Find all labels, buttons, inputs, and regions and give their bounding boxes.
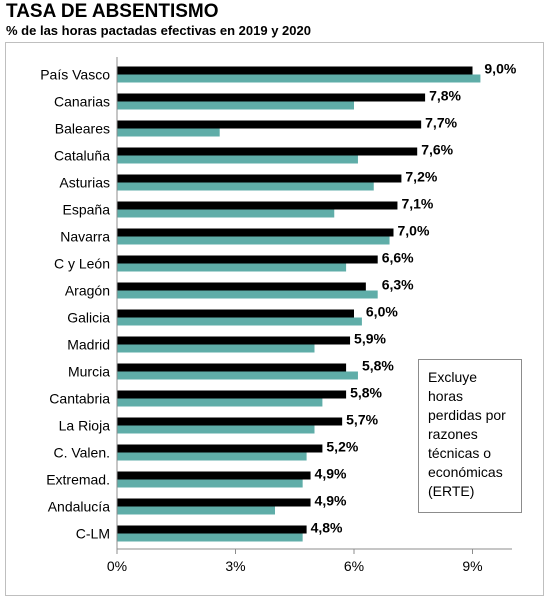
note-box: Excluye horas perdidas por razones técni… [418, 359, 522, 513]
bar-2020 [117, 120, 422, 129]
category-label: Murcia [68, 364, 110, 380]
x-tick-label: 6% [344, 558, 364, 574]
bar-2020 [117, 66, 473, 75]
x-tick-label: 0% [107, 558, 127, 574]
bar-2020 [117, 174, 402, 183]
chart-title: TASA DE ABSENTISMO [6, 1, 219, 22]
bar-2020 [117, 147, 418, 156]
data-label: 6,0% [366, 304, 398, 320]
bar-2020 [117, 309, 354, 318]
category-label: España [63, 202, 111, 218]
category-label: Galicia [67, 310, 110, 326]
bar-2020 [117, 444, 323, 453]
bar-2020 [117, 390, 347, 399]
data-label: 5,2% [326, 439, 358, 455]
bar-2020 [117, 336, 351, 345]
category-label: Canarias [54, 94, 110, 110]
category-label: Madrid [67, 337, 110, 353]
category-label: Andalucía [48, 499, 110, 515]
bar-2019 [117, 452, 307, 461]
bar-2020 [117, 228, 394, 237]
data-label: 4,8% [311, 520, 343, 536]
bar-2019 [117, 371, 358, 380]
x-tick-label: 3% [225, 558, 245, 574]
category-label: Aragón [65, 283, 110, 299]
bar-2019 [117, 236, 390, 245]
bar-2020 [117, 363, 347, 372]
category-label: Asturias [59, 175, 110, 191]
data-label: 5,8% [362, 358, 394, 374]
bar-2019 [117, 344, 315, 353]
x-tick-label: 9% [462, 558, 482, 574]
bar-2019 [117, 533, 303, 542]
bar-2020 [117, 471, 311, 480]
category-label: C y León [54, 256, 110, 272]
category-label: Extremad. [46, 472, 110, 488]
bar-2020 [117, 93, 426, 102]
bar-2020 [117, 417, 343, 426]
bar-2019 [117, 398, 323, 407]
bar-2019 [117, 182, 374, 191]
category-label: Navarra [60, 229, 110, 245]
bar-2020 [117, 255, 378, 264]
category-label: Cantabria [49, 391, 110, 407]
category-label: La Rioja [59, 418, 111, 434]
data-label: 9,0% [484, 61, 516, 77]
bar-2020 [117, 201, 398, 210]
chart-subtitle: % de las horas pactadas efectivas en 201… [6, 23, 311, 38]
data-label: 7,0% [398, 223, 430, 239]
bar-2019 [117, 317, 362, 326]
category-label: Cataluña [54, 148, 110, 164]
bar-2020 [117, 282, 366, 291]
bar-2019 [117, 263, 347, 272]
bar-2019 [117, 101, 354, 110]
category-label: C-LM [76, 526, 110, 542]
bar-2019 [117, 155, 358, 164]
data-label: 5,8% [350, 385, 382, 401]
data-label: 7,7% [425, 115, 457, 131]
bar-2019 [117, 479, 303, 488]
category-label: Baleares [55, 121, 110, 137]
bar-2019 [117, 128, 220, 137]
bar-2020 [117, 498, 311, 507]
data-label: 5,7% [346, 412, 378, 428]
data-label: 7,2% [405, 169, 437, 185]
category-label: País Vasco [40, 67, 110, 83]
data-label: 4,9% [315, 493, 347, 509]
data-label: 5,9% [354, 331, 386, 347]
data-label: 4,9% [315, 466, 347, 482]
data-label: 6,3% [382, 277, 414, 293]
data-label: 7,8% [429, 88, 461, 104]
data-label: 7,1% [401, 196, 433, 212]
bar-2019 [117, 209, 335, 218]
data-label: 6,6% [382, 250, 414, 266]
data-label: 7,6% [421, 142, 453, 158]
bar-2019 [117, 74, 481, 83]
bar-2020 [117, 525, 307, 534]
bar-2019 [117, 290, 378, 299]
bar-2019 [117, 425, 315, 434]
category-label: C. Valen. [53, 445, 110, 461]
bar-2019 [117, 506, 275, 515]
